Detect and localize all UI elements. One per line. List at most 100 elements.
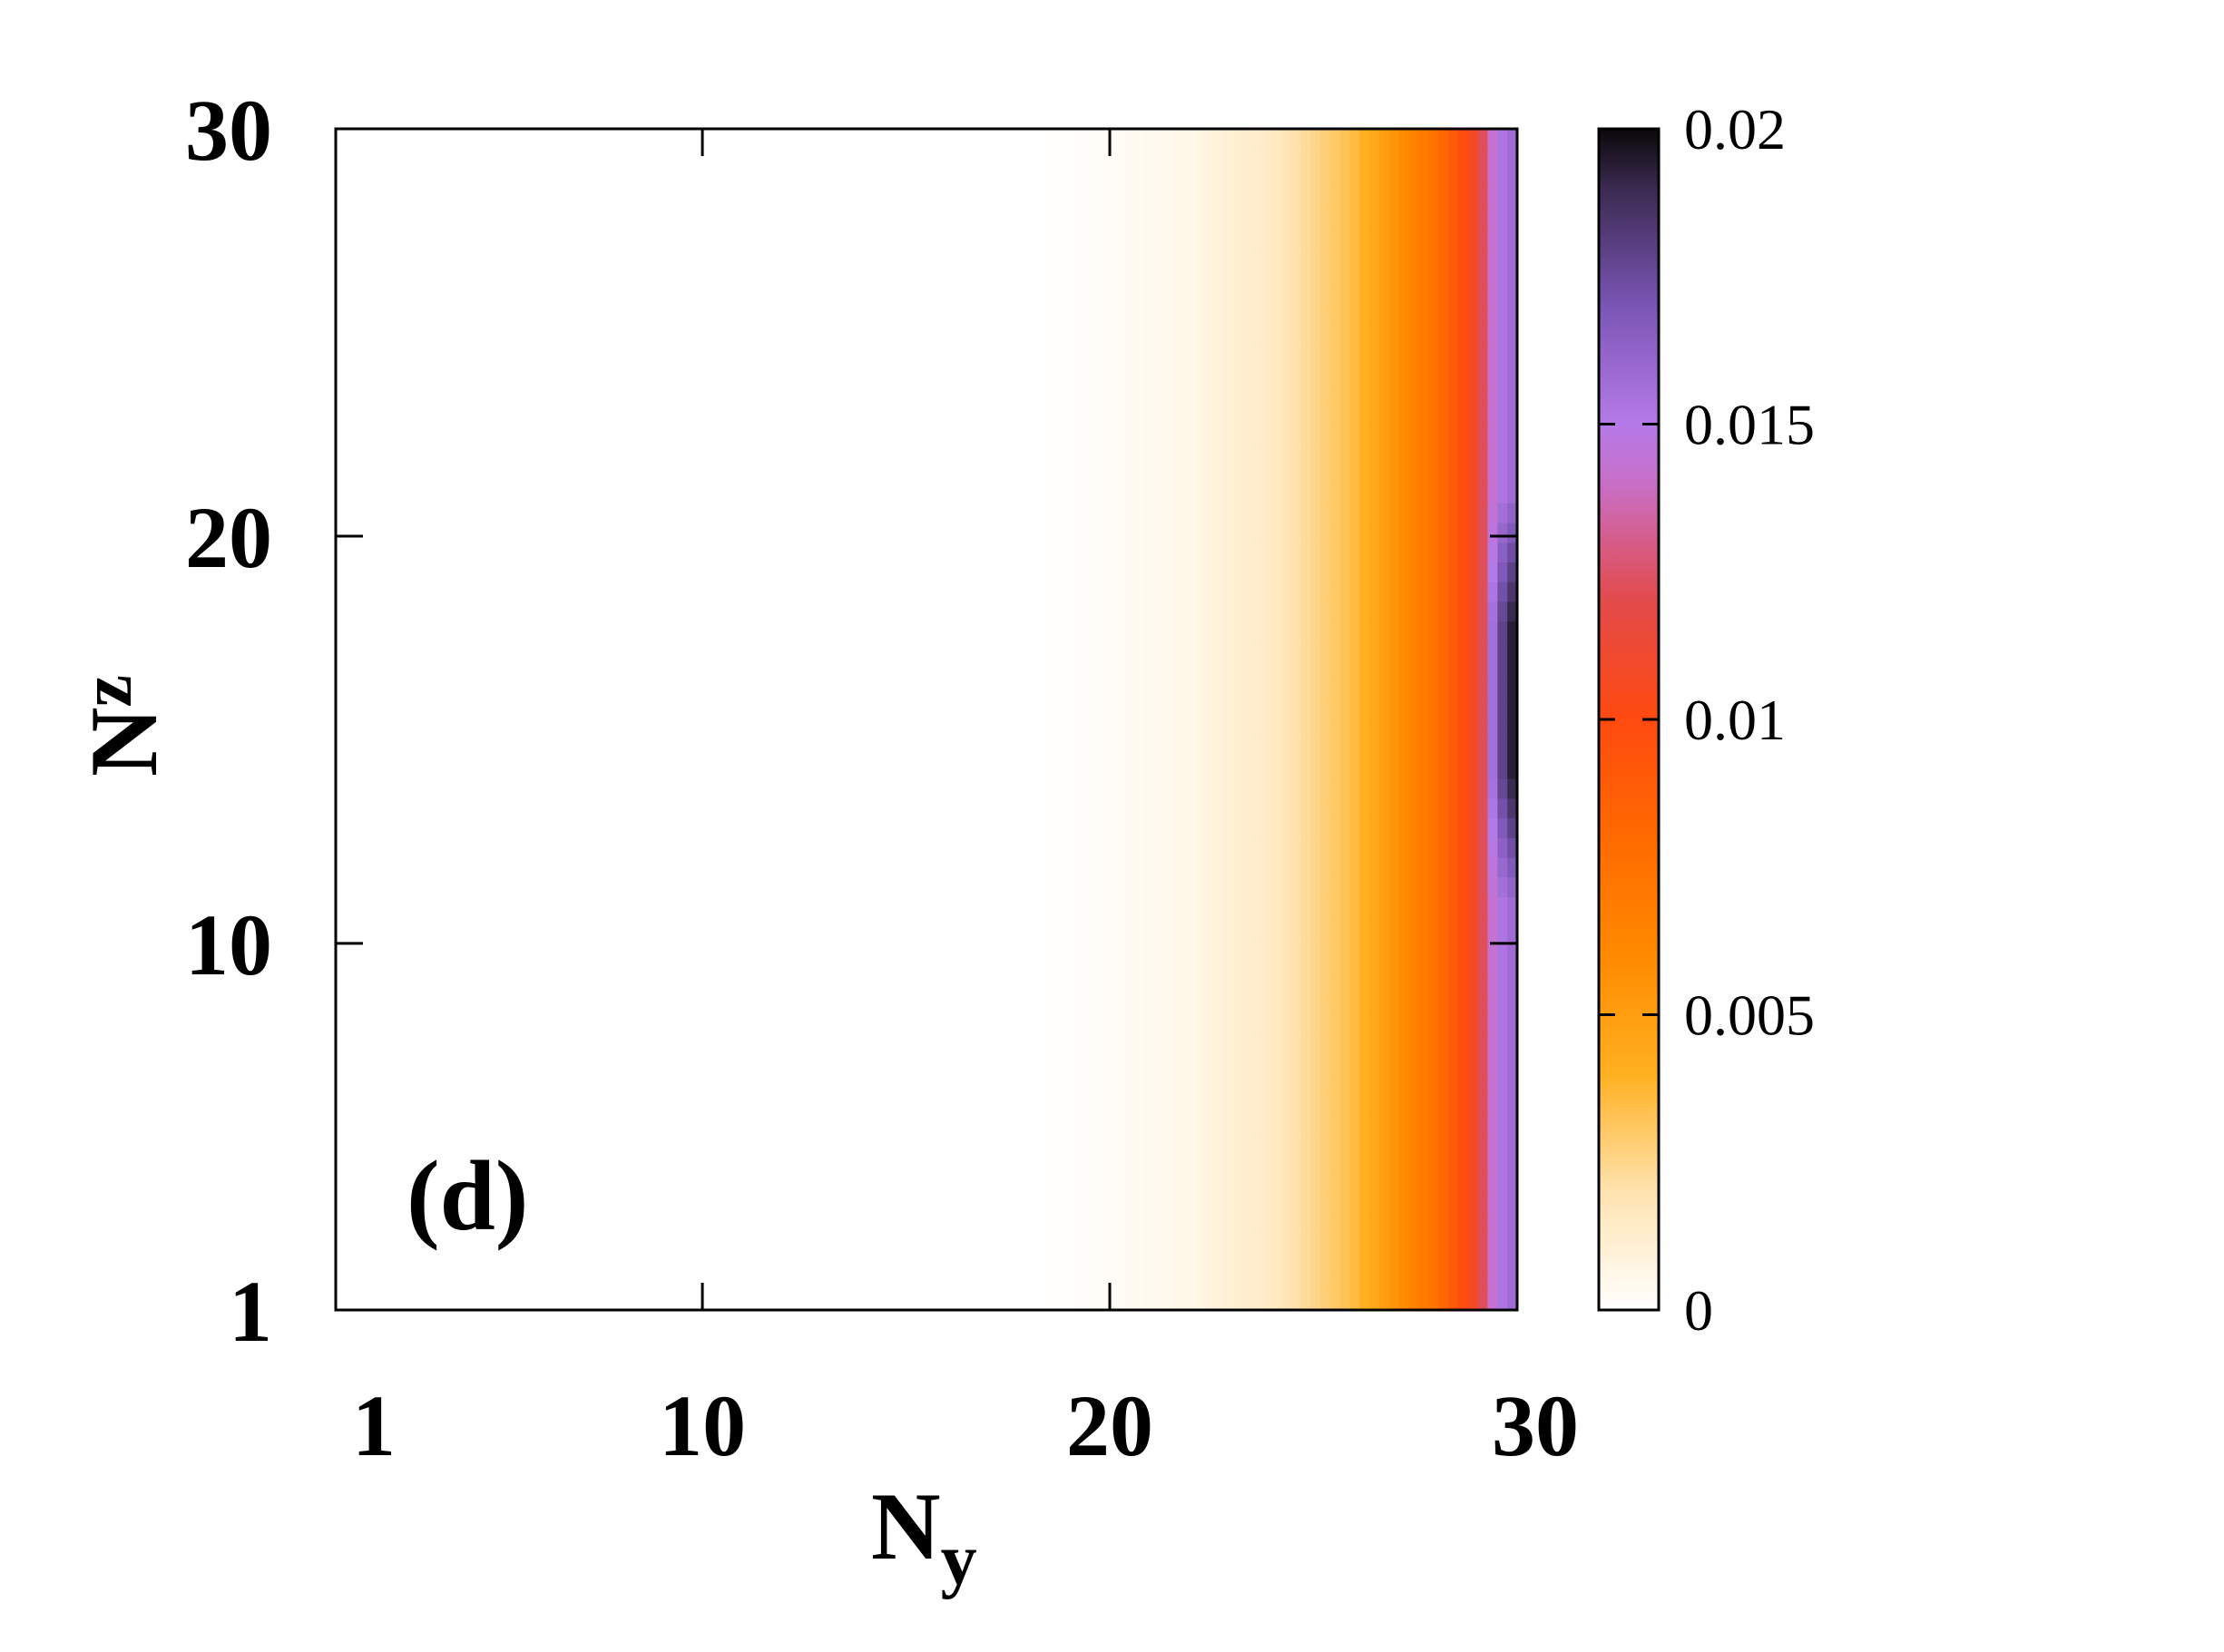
heatmap-cell	[847, 797, 858, 819]
heatmap-cell	[336, 975, 347, 996]
heatmap-cell	[1142, 699, 1154, 720]
heatmap-cell	[1359, 1211, 1370, 1232]
heatmap-cell	[838, 503, 848, 523]
heatmap-cell	[473, 503, 485, 523]
heatmap-cell	[444, 778, 455, 799]
heatmap-cell	[769, 679, 779, 700]
heatmap-cell	[1408, 621, 1420, 641]
heatmap-cell	[680, 955, 691, 976]
heatmap-cell	[493, 582, 505, 602]
heatmap-cell	[1201, 955, 1213, 976]
heatmap-cell	[887, 1290, 898, 1311]
heatmap-cell	[513, 738, 524, 759]
heatmap-cell	[1320, 1113, 1331, 1134]
heatmap-cell	[552, 660, 563, 681]
heatmap-cell	[1063, 896, 1075, 917]
heatmap-cell	[926, 738, 937, 759]
heatmap-cell	[1123, 503, 1134, 523]
heatmap-cell	[1359, 994, 1370, 1016]
heatmap-cell	[1349, 955, 1360, 976]
heatmap-cell	[769, 719, 779, 740]
heatmap-cell	[1221, 1172, 1232, 1193]
heatmap-cell	[1349, 1093, 1360, 1114]
heatmap-cell	[1388, 1250, 1400, 1272]
heatmap-cell	[375, 1073, 386, 1094]
heatmap-cell	[1349, 1034, 1360, 1055]
heatmap-cell	[1260, 503, 1272, 523]
heatmap-cell	[690, 1113, 701, 1134]
heatmap-cell	[916, 483, 927, 503]
heatmap-cell	[375, 719, 386, 740]
heatmap-cell	[1162, 679, 1173, 700]
heatmap-cell	[739, 640, 750, 661]
heatmap-cell	[700, 1132, 710, 1153]
heatmap-cell	[1487, 916, 1498, 937]
heatmap-cell	[720, 523, 730, 543]
heatmap-cell	[1290, 699, 1301, 720]
heatmap-cell	[1339, 758, 1351, 779]
heatmap-cell	[965, 562, 976, 582]
heatmap-cell	[700, 1191, 710, 1213]
heatmap-cell	[1260, 1191, 1272, 1213]
heatmap-cell	[1497, 699, 1508, 720]
heatmap-cell	[828, 955, 838, 976]
heatmap-cell	[926, 778, 937, 799]
heatmap-cell	[404, 601, 416, 622]
heatmap-cell	[670, 1073, 681, 1094]
heatmap-cell	[1103, 1113, 1114, 1134]
heatmap-cell	[1201, 660, 1213, 681]
heatmap-cell	[1201, 523, 1213, 543]
heatmap-cell	[1172, 660, 1183, 681]
heatmap-cell	[385, 562, 396, 582]
heatmap-cell	[1290, 856, 1301, 878]
heatmap-cell	[365, 916, 376, 937]
heatmap-cell	[739, 1132, 750, 1153]
heatmap-cell	[798, 955, 809, 976]
heatmap-cell	[1182, 1211, 1193, 1232]
heatmap-cell	[1103, 601, 1114, 622]
heatmap-cell	[1211, 699, 1223, 720]
heatmap-cell	[975, 1152, 986, 1173]
heatmap-cell	[1004, 582, 1016, 602]
heatmap-cell	[926, 1113, 937, 1134]
heatmap-cell	[493, 837, 505, 858]
heatmap-cell	[661, 1191, 671, 1213]
heatmap-cell	[1349, 699, 1360, 720]
heatmap-cell	[779, 1270, 789, 1291]
heatmap-cell	[375, 1113, 386, 1134]
heatmap-cell	[641, 699, 652, 720]
heatmap-cell	[730, 1172, 740, 1193]
heatmap-cell	[513, 660, 524, 681]
heatmap-cell	[906, 601, 917, 622]
heatmap-cell	[1054, 719, 1065, 740]
heatmap-cell	[1457, 1231, 1469, 1252]
heatmap-cell	[1113, 1172, 1124, 1193]
heatmap-cell	[838, 738, 848, 759]
heatmap-cell	[444, 503, 455, 523]
heatmap-cell	[641, 797, 652, 819]
heatmap-cell	[611, 856, 622, 878]
heatmap-cell	[1201, 896, 1213, 917]
heatmap-cell	[414, 758, 426, 779]
heatmap-cell	[1339, 935, 1351, 956]
heatmap-cell	[965, 1191, 976, 1213]
heatmap-cell	[454, 601, 465, 622]
heatmap-cell	[1388, 975, 1400, 996]
heatmap-cell	[395, 994, 406, 1016]
heatmap-cell	[720, 621, 730, 641]
heatmap-cell	[611, 679, 622, 700]
heatmap-cell	[1241, 817, 1252, 838]
heatmap-cell	[926, 876, 937, 897]
heatmap-cell	[1063, 916, 1075, 937]
heatmap-cell	[1270, 778, 1282, 799]
heatmap-cell	[887, 797, 898, 819]
heatmap-cell	[1191, 1152, 1203, 1173]
heatmap-cell	[444, 621, 455, 641]
heatmap-cell	[1497, 640, 1508, 661]
heatmap-cell	[808, 503, 819, 523]
heatmap-cell	[1191, 955, 1203, 976]
heatmap-cell	[759, 738, 769, 759]
heatmap-cell	[730, 856, 740, 878]
heatmap-cell	[601, 601, 612, 622]
heatmap-cell	[1329, 1191, 1341, 1213]
